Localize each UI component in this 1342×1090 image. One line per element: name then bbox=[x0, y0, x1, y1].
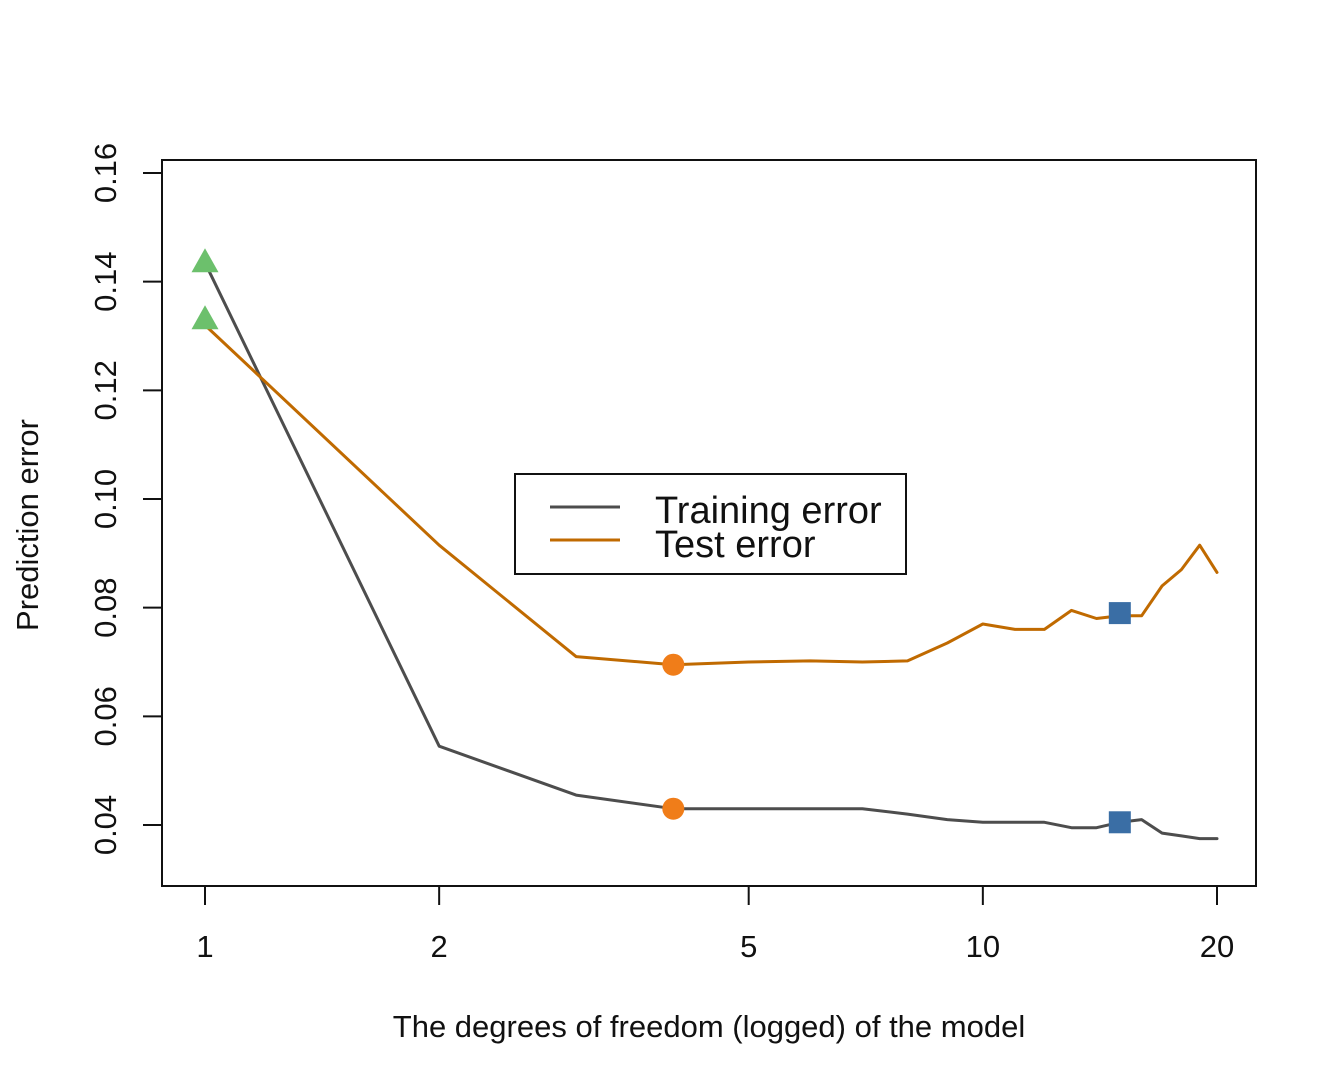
training-error-triangle-marker bbox=[191, 248, 219, 273]
markers bbox=[191, 248, 1131, 834]
y-tick-label-0-06: 0.06 bbox=[88, 686, 123, 746]
test-error-square-marker bbox=[1108, 602, 1131, 625]
series-line-training-error bbox=[203, 261, 1219, 841]
x-tick-label-1: 1 bbox=[196, 929, 213, 964]
x-tick-label-10: 10 bbox=[966, 929, 1000, 964]
test-error-triangle-marker bbox=[191, 305, 219, 330]
y-tick-label-0-14: 0.14 bbox=[88, 251, 123, 311]
training-error-square-marker bbox=[1108, 811, 1131, 834]
legend-label-training: Training error bbox=[655, 490, 882, 532]
legend: Training error Test error bbox=[514, 473, 907, 575]
y-tick-label-0-08: 0.08 bbox=[88, 577, 123, 637]
training-error-circle-marker bbox=[662, 797, 685, 820]
legend-label-test: Test error bbox=[655, 524, 816, 566]
y-axis-label: Prediction error bbox=[10, 419, 45, 631]
y-tick-label-0-12: 0.12 bbox=[88, 360, 123, 420]
y-tick-label-0-04: 0.04 bbox=[88, 795, 123, 855]
y-tick-label-0-16: 0.16 bbox=[88, 143, 123, 203]
legend-box bbox=[514, 473, 907, 575]
series-lines bbox=[203, 261, 1219, 841]
test-error-circle-marker bbox=[662, 653, 685, 676]
x-tick-label-2: 2 bbox=[431, 929, 448, 964]
x-axis-label: The degrees of freedom (logged) of the m… bbox=[393, 1009, 1025, 1044]
x-tick-label-20: 20 bbox=[1200, 929, 1234, 964]
axes: 1 2 5 10 20 0.04 0.06 0.08 0.10 0.12 0.14 0.16 bbox=[88, 143, 1234, 964]
x-tick-label-5: 5 bbox=[740, 929, 757, 964]
series-line-test-error bbox=[203, 323, 1219, 667]
plot-frame bbox=[161, 159, 1257, 887]
y-tick-label-0-10: 0.10 bbox=[88, 469, 123, 529]
